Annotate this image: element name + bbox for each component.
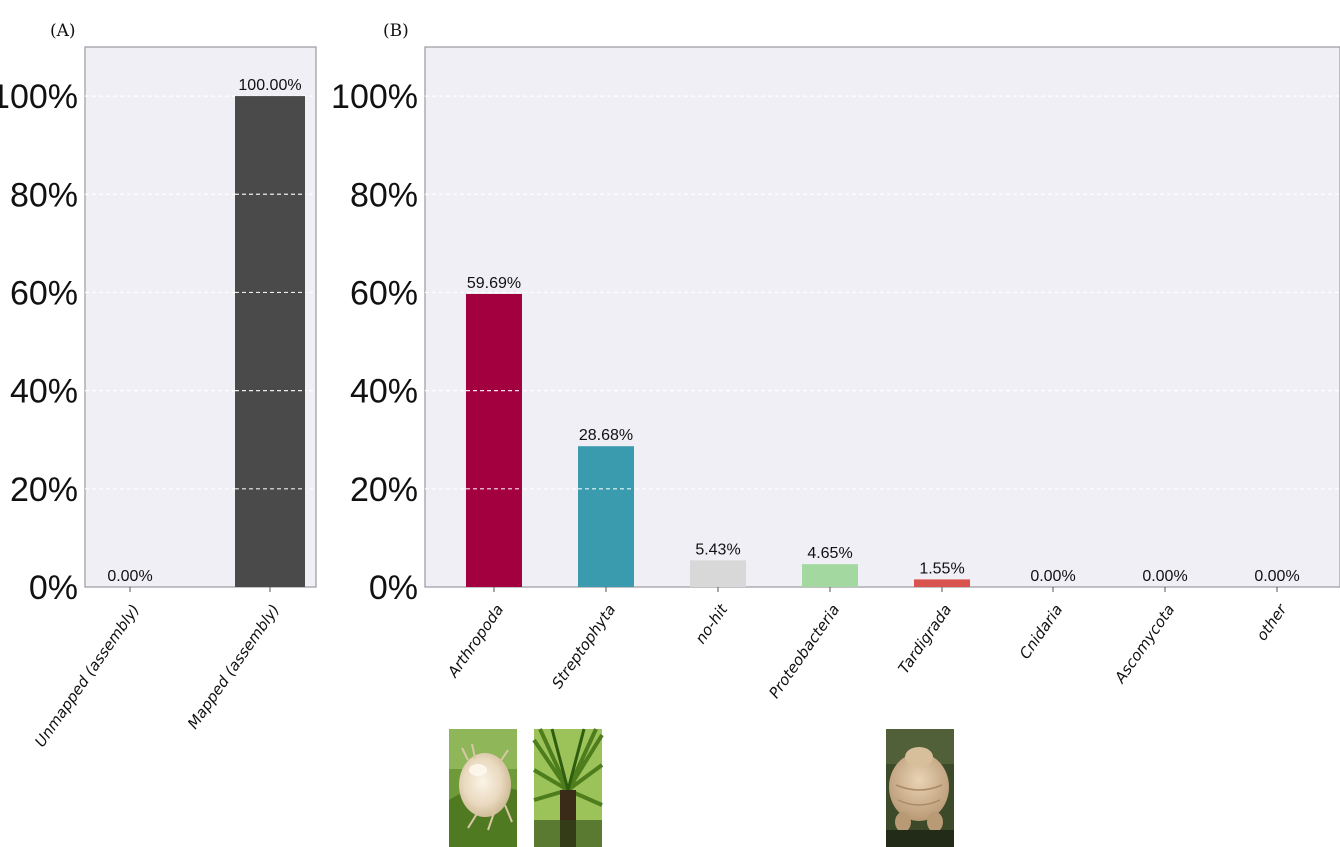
data-label: 0.00% bbox=[107, 568, 152, 585]
y-tick-label: 60% bbox=[10, 274, 78, 312]
panel-label: (B) bbox=[383, 21, 409, 41]
x-tick-label: Mapped (assembly) bbox=[184, 601, 283, 732]
bar-mapped-assembly- bbox=[235, 96, 305, 587]
x-tick-label: Ascomycota bbox=[1110, 601, 1178, 687]
data-label: 100.00% bbox=[238, 77, 301, 94]
bar-no-hit bbox=[690, 560, 746, 587]
data-label: 28.68% bbox=[579, 427, 633, 444]
bar-arthropoda bbox=[466, 293, 522, 587]
y-tick-label: 100% bbox=[0, 78, 78, 116]
x-tick-label: Arthropoda bbox=[443, 601, 507, 681]
x-tick-label: Cnidaria bbox=[1016, 601, 1067, 662]
data-label: 0.00% bbox=[1142, 568, 1187, 585]
x-tick-label: Proteobacteria bbox=[765, 601, 843, 702]
plot-background bbox=[425, 47, 1340, 587]
data-label: 0.00% bbox=[1030, 568, 1075, 585]
data-label: 59.69% bbox=[467, 275, 521, 292]
x-tick-label: no-hit bbox=[691, 600, 731, 647]
y-tick-label: 40% bbox=[10, 373, 78, 411]
data-label: 5.43% bbox=[695, 541, 740, 558]
y-tick-label: 80% bbox=[350, 176, 418, 214]
y-tick-label: 60% bbox=[350, 274, 418, 312]
y-tick-label: 100% bbox=[331, 78, 418, 116]
y-tick-label: 0% bbox=[369, 569, 418, 607]
y-tick-label: 80% bbox=[10, 176, 78, 214]
data-label: 4.65% bbox=[807, 545, 852, 562]
x-tick-label: Tardigrada bbox=[895, 601, 956, 677]
y-tick-label: 0% bbox=[29, 569, 78, 607]
y-tick-label: 20% bbox=[10, 471, 78, 509]
data-label: 0.00% bbox=[1254, 568, 1299, 585]
plot-frame bbox=[424, 46, 1340, 588]
y-tick-label: 40% bbox=[350, 373, 418, 411]
y-tick-label: 20% bbox=[350, 471, 418, 509]
panel-b: (B) 0% 20% 40% 60% 80% 100% 59.69% Arthropoda 28.… bbox=[331, 21, 1340, 702]
x-tick-label: Unmapped (assembly) bbox=[31, 601, 143, 750]
x-tick-label: Streptophyta bbox=[548, 601, 619, 692]
palm-photo bbox=[532, 728, 604, 847]
mite-photo bbox=[449, 729, 517, 847]
bar-proteobacteria bbox=[802, 564, 858, 587]
x-tick-label: other bbox=[1253, 600, 1291, 644]
plot-frame bbox=[84, 46, 317, 588]
tardigrade-photo bbox=[886, 729, 954, 847]
panel-label: (A) bbox=[50, 21, 76, 41]
bar-tardigrada bbox=[914, 579, 970, 587]
panel-a: (A) 0% 20% 40% 60% 80% 100% 0.00% Unmapped (asse… bbox=[0, 21, 317, 750]
bar-streptophyta bbox=[578, 446, 634, 587]
data-label: 1.55% bbox=[919, 560, 964, 577]
